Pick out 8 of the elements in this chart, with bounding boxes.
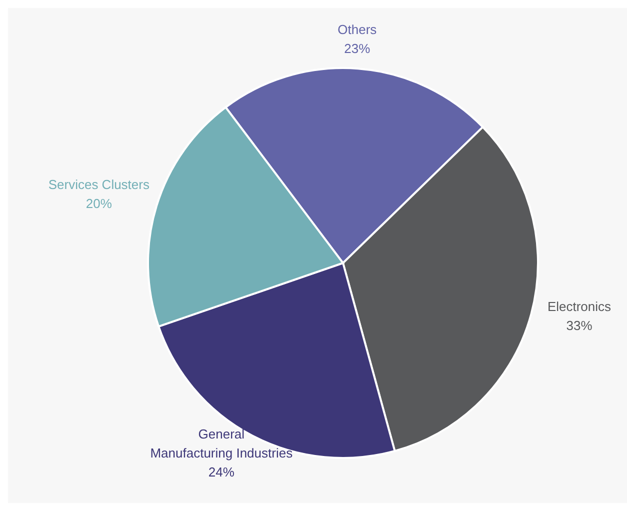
slice-label: General Manufacturing Industries bbox=[150, 426, 294, 460]
slice-label: Others bbox=[338, 22, 378, 37]
data-label: 20% bbox=[86, 196, 112, 211]
data-label: 24% bbox=[208, 464, 235, 480]
data-label: 33% bbox=[566, 318, 593, 333]
slice-label: Electronics bbox=[547, 298, 612, 314]
data-label: 23% bbox=[344, 40, 371, 56]
slice-label: Services Clusters bbox=[48, 176, 150, 192]
